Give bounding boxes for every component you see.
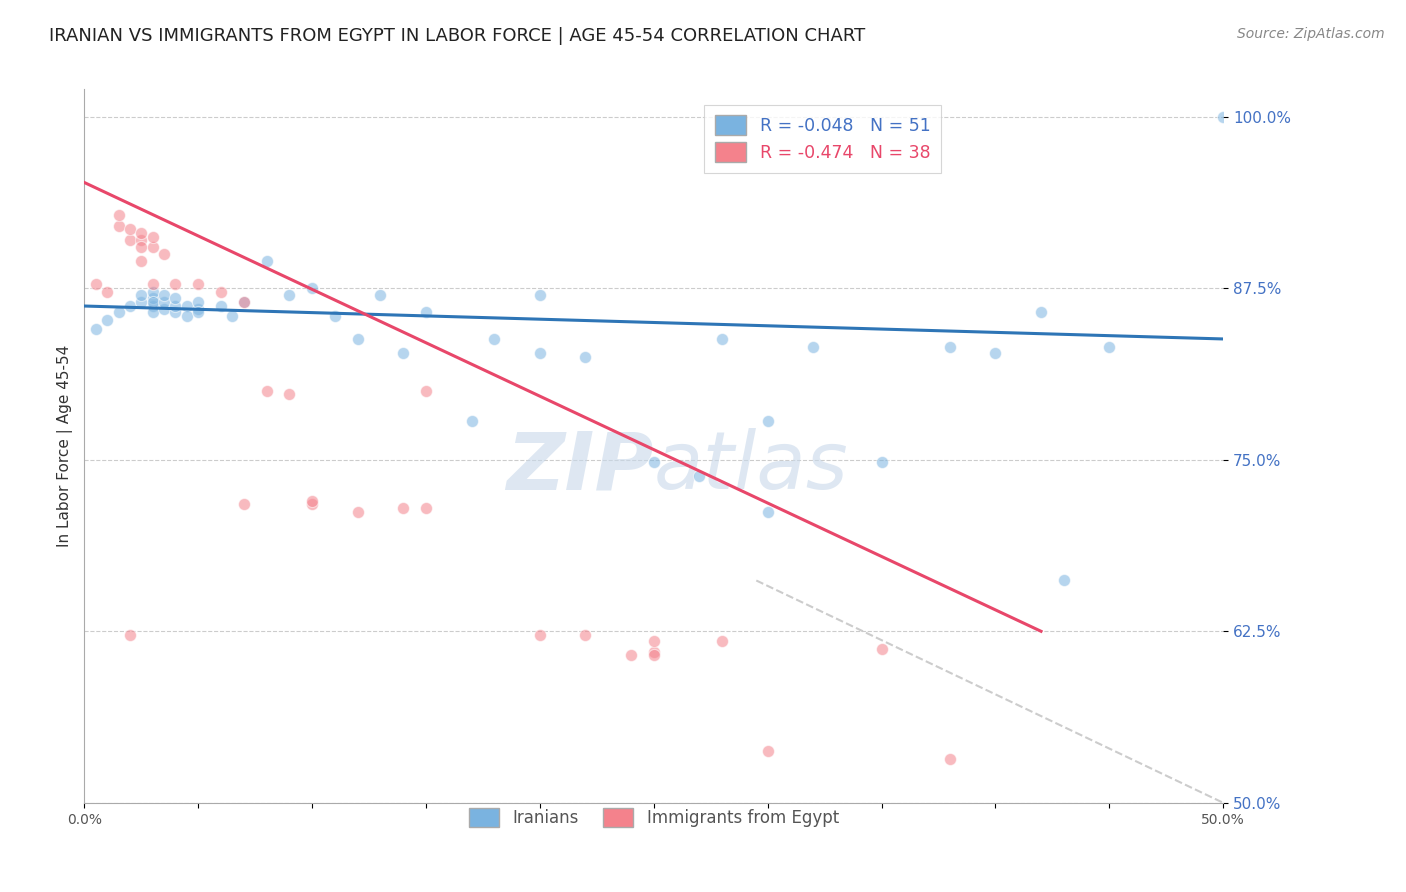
- Point: [142, 299, 165, 313]
- Point: [643, 645, 665, 659]
- Point: [939, 752, 962, 766]
- Point: [84, 277, 107, 291]
- Point: [415, 384, 437, 398]
- Point: [643, 633, 665, 648]
- Point: [153, 247, 176, 261]
- Point: [392, 500, 415, 515]
- Point: [118, 628, 141, 642]
- Point: [96, 285, 118, 300]
- Point: [278, 288, 301, 302]
- Point: [131, 233, 153, 247]
- Point: [574, 628, 596, 642]
- Point: [221, 309, 243, 323]
- Point: [142, 240, 165, 254]
- Point: [131, 288, 153, 302]
- Point: [107, 304, 129, 318]
- Point: [153, 288, 176, 302]
- Point: [301, 494, 323, 508]
- Point: [153, 301, 176, 316]
- Point: [1053, 574, 1076, 588]
- Point: [346, 332, 368, 346]
- Point: [574, 350, 596, 364]
- Point: [142, 291, 165, 305]
- Point: [232, 497, 254, 511]
- Point: [153, 294, 176, 309]
- Text: Source: ZipAtlas.com: Source: ZipAtlas.com: [1237, 27, 1385, 41]
- Point: [118, 222, 141, 236]
- Point: [118, 299, 141, 313]
- Point: [984, 345, 1007, 359]
- Point: [256, 384, 278, 398]
- Text: ZIP: ZIP: [506, 428, 654, 507]
- Point: [643, 648, 665, 662]
- Point: [370, 288, 392, 302]
- Point: [415, 304, 437, 318]
- Point: [301, 281, 323, 295]
- Point: [620, 648, 643, 662]
- Point: [131, 240, 153, 254]
- Point: [118, 233, 141, 247]
- Point: [688, 469, 710, 483]
- Legend: Iranians, Immigrants from Egypt: Iranians, Immigrants from Egypt: [463, 801, 845, 834]
- Point: [142, 277, 165, 291]
- Point: [187, 277, 209, 291]
- Point: [107, 219, 129, 234]
- Point: [142, 304, 165, 318]
- Point: [1098, 340, 1121, 354]
- Point: [484, 332, 506, 346]
- Point: [801, 340, 824, 354]
- Point: [870, 455, 893, 469]
- Point: [209, 299, 232, 313]
- Point: [1212, 110, 1234, 124]
- Point: [529, 345, 551, 359]
- Point: [187, 301, 209, 316]
- Point: [209, 285, 232, 300]
- Point: [187, 294, 209, 309]
- Point: [187, 304, 209, 318]
- Point: [1029, 304, 1052, 318]
- Point: [131, 253, 153, 268]
- Point: [165, 291, 187, 305]
- Y-axis label: In Labor Force | Age 45-54: In Labor Force | Age 45-54: [58, 345, 73, 547]
- Point: [96, 312, 118, 326]
- Point: [460, 414, 482, 428]
- Point: [529, 288, 551, 302]
- Point: [756, 505, 779, 519]
- Point: [711, 332, 734, 346]
- Point: [643, 455, 665, 469]
- Point: [301, 497, 323, 511]
- Point: [346, 505, 368, 519]
- Point: [131, 294, 153, 309]
- Point: [323, 309, 346, 323]
- Point: [939, 340, 962, 354]
- Point: [142, 285, 165, 300]
- Point: [529, 628, 551, 642]
- Point: [232, 294, 254, 309]
- Point: [165, 277, 187, 291]
- Point: [107, 209, 129, 223]
- Text: atlas: atlas: [654, 428, 849, 507]
- Point: [142, 294, 165, 309]
- Point: [756, 744, 779, 758]
- Point: [415, 500, 437, 515]
- Point: [176, 309, 198, 323]
- Point: [176, 299, 198, 313]
- Point: [756, 414, 779, 428]
- Point: [278, 387, 301, 401]
- Text: IRANIAN VS IMMIGRANTS FROM EGYPT IN LABOR FORCE | AGE 45-54 CORRELATION CHART: IRANIAN VS IMMIGRANTS FROM EGYPT IN LABO…: [49, 27, 866, 45]
- Point: [256, 253, 278, 268]
- Point: [142, 230, 165, 244]
- Point: [165, 299, 187, 313]
- Point: [392, 345, 415, 359]
- Point: [870, 642, 893, 657]
- Point: [165, 304, 187, 318]
- Point: [711, 633, 734, 648]
- Point: [84, 322, 107, 336]
- Point: [131, 227, 153, 241]
- Point: [232, 294, 254, 309]
